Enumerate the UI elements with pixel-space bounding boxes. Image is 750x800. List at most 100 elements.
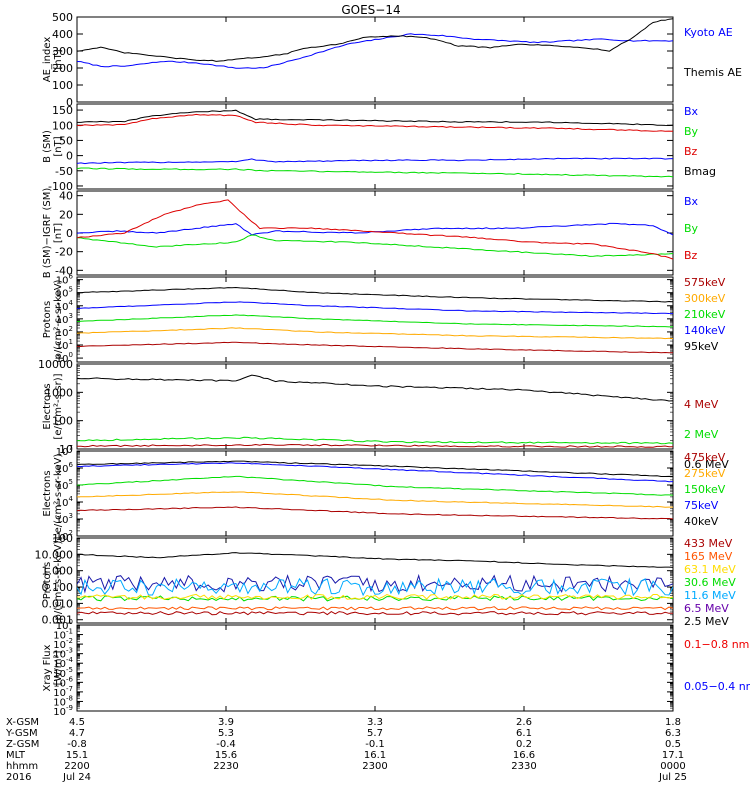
y-axis-label: [nT] xyxy=(53,223,64,243)
series-line-bmag xyxy=(77,109,673,127)
y-tick-label: -100 xyxy=(48,180,73,193)
legend-entry: 0.1−0.8 nm xyxy=(684,638,749,651)
series-line-bz xyxy=(77,113,673,132)
ephemeris-value: 2.6 xyxy=(516,717,532,728)
ephemeris-value: 4.5 xyxy=(69,717,85,728)
panel-5: 10 100 1000 10000 Electrons [e/(cm²-s-sr)] 4 M… xyxy=(38,358,729,471)
y-axis-label: B (SM) xyxy=(42,130,53,163)
ephemeris-value: 4.7 xyxy=(69,728,85,739)
ephemeris-value: 1.8 xyxy=(665,717,681,728)
ephemeris-value: -0.8 xyxy=(67,739,87,750)
legend-entry: Bz xyxy=(684,249,698,262)
series-line-2-5-mev xyxy=(77,552,673,568)
series-group xyxy=(77,552,673,616)
y-tick-label: -40 xyxy=(55,264,73,277)
panel-7: 100 10.000 1.000 0.100 0.010 0.001 Protons [p/(… xyxy=(35,532,737,628)
y-tick-label: 0 xyxy=(66,227,73,240)
y-axis-label: p/(cm²-s-sr-keV) xyxy=(53,279,64,359)
legend-entry: Bx xyxy=(684,105,699,118)
legend-entry: Bmag xyxy=(684,165,716,178)
series-line-165-mev xyxy=(77,606,673,611)
legend-entry: By xyxy=(684,125,699,138)
y-axis-label: Protons xyxy=(42,562,53,599)
ephemeris-value: 0000 xyxy=(660,761,685,772)
legend-entry: By xyxy=(684,222,699,235)
ephemeris-row-label: Z-GSM xyxy=(6,739,39,750)
y-tick-label: 100 xyxy=(52,79,73,92)
panel-frame xyxy=(76,190,674,276)
legend-entry: 2 MeV xyxy=(684,428,719,441)
y-tick-label: 0.010 xyxy=(42,597,74,610)
panel-3: -40 -20 0 20 40 B (SM)−IGRF (SM) [nT] Bx By Bz xyxy=(42,188,699,279)
series-group xyxy=(77,18,673,69)
legend-entry: 140keV xyxy=(684,324,726,337)
legend-entry: 2.5 MeV xyxy=(684,615,729,628)
legend-entry: 30.6 MeV xyxy=(684,576,736,589)
series-group xyxy=(77,286,673,354)
y-tick-label: 150 xyxy=(52,104,73,117)
y-tick-label: 500 xyxy=(52,11,73,24)
series-line-575kev xyxy=(77,341,673,354)
ephemeris-row-label: 2016 xyxy=(6,772,31,783)
y-tick-label: 1000 xyxy=(45,386,73,399)
series-line-kyoto-ae xyxy=(77,33,673,69)
panel-frame xyxy=(76,624,674,712)
legend-entry: 75keV xyxy=(684,499,719,512)
ephemeris-value: 2230 xyxy=(213,761,238,772)
ephemeris-value: 16.1 xyxy=(364,750,386,761)
ephemeris-value: 0.5 xyxy=(665,739,681,750)
panel-1: 0 100 200 300 400 500 AE_index [nT] Kyoto AE Them… xyxy=(42,11,742,109)
y-tick-label: 400 xyxy=(52,28,73,41)
y-tick-label: 10.000 xyxy=(35,548,74,561)
series-line-themis-ae xyxy=(77,18,673,62)
y-tick-label: -50 xyxy=(55,165,73,178)
series-line-2-mev xyxy=(77,436,673,445)
legend-entry: 11.6 MeV xyxy=(684,589,736,602)
legend-entry: 165 MeV xyxy=(684,550,733,563)
series-line-275kev xyxy=(77,491,673,508)
y-tick-label: 10000 xyxy=(38,358,73,371)
y-tick-label: 0 xyxy=(66,96,73,109)
y-tick-label: 40 xyxy=(59,190,73,203)
ephemeris-value: 15.6 xyxy=(215,750,237,761)
legend-entry: Themis AE xyxy=(683,66,742,79)
series-group xyxy=(77,374,673,448)
legend-entry: 6.5 MeV xyxy=(684,602,729,615)
series-line-11-6-mev xyxy=(77,577,673,597)
series-group xyxy=(77,460,673,520)
series-group xyxy=(77,199,673,260)
y-axis-label: B (SM)−IGRF (SM) xyxy=(42,188,53,279)
ephemeris-value: 0.2 xyxy=(516,739,532,750)
legend-entry: Bx xyxy=(684,195,699,208)
series-line-bx xyxy=(77,222,673,236)
legend-entry: 0.6 MeV xyxy=(684,458,729,471)
y-axis-label: [nT] xyxy=(53,49,64,69)
y-tick-label: 100 xyxy=(52,415,73,428)
legend-entry: 150keV xyxy=(684,483,726,496)
y-axis-label: Xray Flux xyxy=(42,644,53,691)
panel-2: -100 -50 0 50 100 150 B (SM) [nT] Bx By Bz Bmag xyxy=(42,103,716,193)
legend-entry: 433 MeV xyxy=(684,537,733,550)
legend-entry: Kyoto AE xyxy=(684,26,733,39)
legend-entry: 275keV xyxy=(684,467,726,480)
legend-entry: 95keV xyxy=(684,340,719,353)
ephemeris-row-label: X-GSM xyxy=(6,717,39,728)
y-tick-label: 20 xyxy=(59,208,73,221)
ephemeris-row-label: Y-GSM xyxy=(5,728,38,739)
series-line-475kev xyxy=(77,506,673,520)
ephemeris-value: -0.4 xyxy=(216,739,236,750)
panel-frame xyxy=(76,103,674,190)
series-line-300kev xyxy=(77,327,673,340)
ephemeris-value: 3.3 xyxy=(367,717,383,728)
y-axis-label: e/(cm²-s-sr-keV) xyxy=(53,454,64,534)
series-line-75kev xyxy=(77,462,673,483)
ephemeris-value: 15.1 xyxy=(66,750,88,761)
legend-entry: 40keV xyxy=(684,515,719,528)
legend-entry: 575keV xyxy=(684,276,726,289)
y-tick-label: 10-9 xyxy=(53,704,73,718)
legend-entry: 4 MeV xyxy=(684,398,719,411)
ephemeris-value: 16.6 xyxy=(513,750,535,761)
y-tick-label: -20 xyxy=(55,246,73,259)
